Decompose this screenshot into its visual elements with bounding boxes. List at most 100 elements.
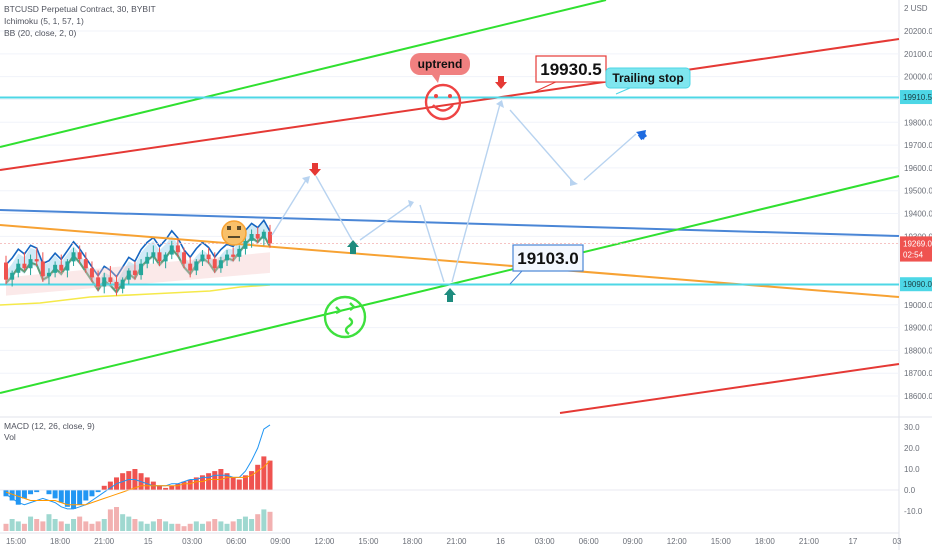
buy-arrow-icon[interactable]: [347, 240, 359, 254]
candle[interactable]: [206, 247, 211, 264]
candle[interactable]: [102, 272, 107, 294]
sell-arrow-icon[interactable]: [495, 76, 507, 89]
macd-histogram-bar: [77, 490, 83, 505]
candle[interactable]: [132, 261, 137, 280]
symbol-title[interactable]: BTCUSD Perpetual Contract, 30, BYBIT: [4, 4, 156, 14]
volume-bar: [138, 521, 144, 531]
candle[interactable]: [34, 247, 39, 266]
candle[interactable]: [126, 268, 131, 285]
candle[interactable]: [65, 259, 70, 278]
candle[interactable]: [120, 277, 125, 294]
macd-histogram-bar: [181, 481, 187, 490]
candle[interactable]: [71, 247, 76, 266]
candle[interactable]: [200, 250, 205, 266]
macd-histogram-bar: [187, 479, 193, 490]
candle[interactable]: [188, 256, 193, 278]
uptrend-callout[interactable]: uptrend: [410, 53, 470, 83]
price-tag: 19910.5: [900, 90, 932, 105]
candle[interactable]: [261, 229, 266, 246]
candle[interactable]: [151, 245, 156, 264]
price-tick-label: 20100.0: [904, 50, 932, 59]
volume-bar: [261, 509, 267, 531]
blue-trend-line[interactable]: [0, 209, 900, 237]
candle[interactable]: [4, 255, 8, 285]
candle[interactable]: [212, 252, 217, 273]
macd-tick-label: 0.0: [904, 486, 916, 495]
time-tick-label: 12:00: [667, 537, 688, 546]
candle[interactable]: [139, 259, 144, 280]
price-tick-label: 19700.0: [904, 141, 932, 150]
volume-bar: [3, 523, 9, 531]
candle[interactable]: [243, 236, 248, 255]
path-segment: [509, 109, 575, 184]
volume-bar: [71, 519, 77, 531]
volume-bar: [156, 519, 162, 531]
price-axis[interactable]: 2 USD20200.020100.020000.019900.019800.0…: [904, 4, 932, 401]
sell-arrow-icon[interactable]: [309, 163, 321, 176]
macd-histogram-bar: [255, 464, 261, 490]
candle[interactable]: [218, 256, 223, 273]
price-callout-19103[interactable]: 19103.0: [509, 244, 584, 285]
candle[interactable]: [22, 252, 27, 271]
macd-histogram-bar: [156, 485, 162, 490]
price-tick-label: 19500.0: [904, 187, 932, 196]
macd-legend-label[interactable]: MACD (12, 26, close, 9): [4, 421, 95, 431]
candle[interactable]: [96, 270, 101, 292]
candle[interactable]: [194, 259, 199, 276]
price-tags: 19910.5 19269.0 02:54 19090.0: [900, 90, 932, 292]
buy-arrow-icon[interactable]: [444, 288, 456, 302]
volume-bar: [218, 521, 224, 531]
time-axis[interactable]: 15:00 18:00 21:00 15 03:00 06:00 09:00 12:00 15:…: [6, 537, 902, 546]
candle[interactable]: [108, 265, 113, 285]
candle[interactable]: [169, 240, 174, 260]
upper-green-channel-line[interactable]: [0, 0, 607, 148]
candle[interactable]: [157, 247, 162, 266]
candle[interactable]: [59, 254, 64, 273]
arrowhead: [570, 179, 578, 186]
arrowhead: [496, 100, 504, 108]
candle[interactable]: [89, 261, 94, 282]
bb-legend[interactable]: BB (20, close, 2, 0): [4, 28, 76, 38]
volume-bar: [77, 516, 83, 531]
macd-histogram-bar: [15, 490, 21, 505]
candle[interactable]: [10, 270, 15, 287]
candle[interactable]: [16, 259, 21, 278]
ichimoku-legend[interactable]: Ichimoku (5, 1, 57, 1): [4, 16, 84, 26]
upper-red-channel-line[interactable]: [0, 38, 900, 171]
candle[interactable]: [28, 254, 33, 276]
vol-legend-label[interactable]: Vol: [4, 432, 16, 442]
price-callout-19930[interactable]: 19930.5: [531, 55, 607, 94]
time-tick-label: 21:00: [446, 537, 467, 546]
candle[interactable]: [145, 252, 150, 269]
trailing-stop-callout[interactable]: Trailing stop: [605, 67, 691, 95]
candle[interactable]: [53, 261, 58, 278]
candle[interactable]: [46, 268, 51, 285]
candle[interactable]: [231, 247, 236, 262]
candle[interactable]: [237, 245, 242, 262]
price-tick-label: 19400.0: [904, 210, 932, 219]
buy-arrow-icon[interactable]: [636, 130, 647, 141]
lagging-span-line: [0, 284, 271, 306]
candle[interactable]: [182, 247, 187, 269]
candle[interactable]: [268, 224, 272, 248]
macd-histogram-bar: [9, 490, 15, 501]
path-segment: [359, 202, 413, 241]
confused-face-icon: [323, 295, 367, 339]
time-tick-label: 03:00: [182, 537, 203, 546]
macd-legend: MACD (12, 26, close, 9) Vol: [4, 421, 95, 442]
main-legend: BTCUSD Perpetual Contract, 30, BYBIT Ich…: [4, 4, 156, 38]
candle[interactable]: [175, 238, 180, 257]
volume-bar: [236, 519, 242, 531]
candle[interactable]: [77, 245, 82, 264]
candle[interactable]: [249, 229, 254, 248]
candle[interactable]: [114, 275, 119, 296]
candle[interactable]: [225, 250, 230, 266]
macd-histogram-bar: [3, 490, 9, 497]
candle[interactable]: [255, 227, 260, 244]
candle[interactable]: [163, 252, 168, 269]
candle[interactable]: [40, 252, 45, 282]
macd-histogram-bar: [242, 475, 248, 490]
lower-red-channel-line[interactable]: [559, 363, 900, 414]
candle[interactable]: [83, 252, 88, 273]
